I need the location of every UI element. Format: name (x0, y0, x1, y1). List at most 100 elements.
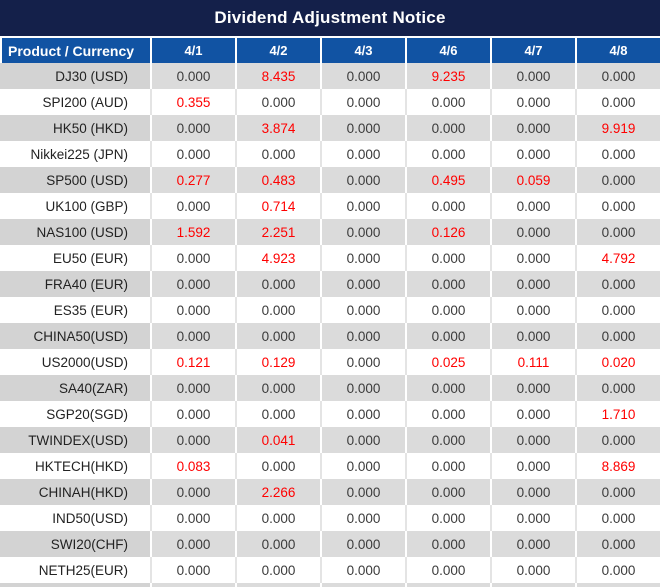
value-cell: 0.020 (575, 349, 660, 375)
value-cell (575, 583, 660, 587)
table-row: DJ30 (USD) 0.000 8.435 0.000 9.235 0.000 0.000 (0, 63, 660, 89)
value-cell: 0.000 (575, 531, 660, 557)
value-cell: 0.000 (235, 89, 320, 115)
value-cell: 0.000 (320, 531, 405, 557)
value-cell: 0.000 (575, 427, 660, 453)
dividend-table: Product / Currency 4/1 4/2 4/3 4/6 4/7 4/8 DJ… (0, 38, 660, 587)
value-cell: 0.000 (405, 531, 490, 557)
value-cell: 0.000 (405, 557, 490, 583)
value-cell: 0.000 (490, 375, 575, 401)
value-cell: 0.059 (490, 167, 575, 193)
value-cell: 0.000 (320, 323, 405, 349)
value-cell: 0.000 (575, 479, 660, 505)
value-cell: 0.000 (150, 323, 235, 349)
product-cell: HKTECH(HKD) (0, 453, 150, 479)
value-cell: 0.000 (320, 89, 405, 115)
column-header-date: 4/8 (575, 38, 660, 63)
value-cell: 0.000 (490, 271, 575, 297)
value-cell: 0.000 (405, 479, 490, 505)
value-cell: 0.000 (575, 63, 660, 89)
product-cell: DJ30 (USD) (0, 63, 150, 89)
table-row: SGP20(SGD) 0.000 0.000 0.000 0.000 0.000 1.710 (0, 401, 660, 427)
value-cell: 0.000 (490, 89, 575, 115)
value-cell: 2.266 (235, 479, 320, 505)
table-row: SPI200 (AUD) 0.355 0.000 0.000 0.000 0.000 0.0… (0, 89, 660, 115)
value-cell: 0.000 (575, 271, 660, 297)
value-cell: 0.000 (405, 401, 490, 427)
value-cell: 0.000 (490, 323, 575, 349)
value-cell: 0.000 (235, 297, 320, 323)
value-cell: 0.000 (150, 245, 235, 271)
product-cell: SGP20(SGD) (0, 401, 150, 427)
product-cell: NETH25(EUR) (0, 557, 150, 583)
value-cell: 0.000 (490, 505, 575, 531)
value-cell: 0.000 (405, 89, 490, 115)
value-cell: 0.000 (320, 167, 405, 193)
page-title: Dividend Adjustment Notice (0, 0, 660, 38)
value-cell: 0.000 (575, 89, 660, 115)
table-row: HK50 (HKD) 0.000 3.874 0.000 0.000 0.000 9.919 (0, 115, 660, 141)
value-cell: 0.000 (405, 375, 490, 401)
value-cell: 0.000 (235, 531, 320, 557)
value-cell: 0.000 (150, 427, 235, 453)
table-row: Nikkei225 (JPN) 0.000 0.000 0.000 0.000 0.000… (0, 141, 660, 167)
value-cell (235, 583, 320, 587)
table-row: CHINA50(USD) 0.000 0.000 0.000 0.000 0.000 0.0… (0, 323, 660, 349)
value-cell: 0.000 (490, 401, 575, 427)
value-cell: 0.000 (150, 401, 235, 427)
table-header-row: Product / Currency 4/1 4/2 4/3 4/6 4/7 4/8 (0, 38, 660, 63)
value-cell: 0.000 (235, 141, 320, 167)
value-cell: 0.000 (150, 297, 235, 323)
product-cell: CHINAH(HKD) (0, 479, 150, 505)
value-cell: 0.121 (150, 349, 235, 375)
table-row: CHINAH(HKD) 0.000 2.266 0.000 0.000 0.000 0.00… (0, 479, 660, 505)
value-cell: 1.592 (150, 219, 235, 245)
value-cell: 0.000 (150, 479, 235, 505)
value-cell: 0.355 (150, 89, 235, 115)
product-cell: SPI200 (AUD) (0, 89, 150, 115)
value-cell: 0.000 (320, 505, 405, 531)
value-cell: 0.000 (405, 115, 490, 141)
value-cell: 4.792 (575, 245, 660, 271)
value-cell: 0.000 (490, 297, 575, 323)
value-cell: 0.000 (320, 245, 405, 271)
value-cell (490, 583, 575, 587)
value-cell: 0.000 (320, 63, 405, 89)
value-cell: 0.000 (490, 531, 575, 557)
value-cell: 0.000 (490, 557, 575, 583)
table-row: US2000(USD) 0.121 0.129 0.000 0.025 0.111 0.02… (0, 349, 660, 375)
table-row: SP500 (USD) 0.277 0.483 0.000 0.495 0.059 0.00… (0, 167, 660, 193)
table-row: FRA40 (EUR) 0.000 0.000 0.000 0.000 0.000 0.00… (0, 271, 660, 297)
value-cell (320, 583, 405, 587)
value-cell: 3.874 (235, 115, 320, 141)
value-cell: 0.000 (320, 115, 405, 141)
value-cell: 8.435 (235, 63, 320, 89)
value-cell: 0.000 (405, 297, 490, 323)
value-cell: 0.000 (575, 323, 660, 349)
value-cell: 0.000 (320, 453, 405, 479)
value-cell: 0.000 (320, 193, 405, 219)
value-cell: 0.000 (405, 505, 490, 531)
column-header-date: 4/6 (405, 38, 490, 63)
value-cell: 0.000 (320, 219, 405, 245)
value-cell: 0.000 (575, 141, 660, 167)
value-cell: 0.041 (235, 427, 320, 453)
table-row: EU50 (EUR) 0.000 4.923 0.000 0.000 0.000 4.792 (0, 245, 660, 271)
value-cell: 0.000 (405, 245, 490, 271)
table-row: TWINDEX(USD) 0.000 0.041 0.000 0.000 0.000 0.0… (0, 427, 660, 453)
value-cell: 0.111 (490, 349, 575, 375)
value-cell: 0.000 (490, 115, 575, 141)
product-cell: ES35 (EUR) (0, 297, 150, 323)
value-cell: 0.000 (150, 271, 235, 297)
table-body: DJ30 (USD) 0.000 8.435 0.000 9.235 0.000 0.000… (0, 63, 660, 587)
value-cell: 0.000 (150, 115, 235, 141)
value-cell: 0.000 (320, 557, 405, 583)
value-cell: 0.000 (235, 557, 320, 583)
column-header-date: 4/7 (490, 38, 575, 63)
value-cell: 0.000 (575, 505, 660, 531)
product-cell: FRA40 (EUR) (0, 271, 150, 297)
value-cell: 0.000 (320, 427, 405, 453)
value-cell: 0.000 (235, 323, 320, 349)
table-row: SA40(ZAR) 0.000 0.000 0.000 0.000 0.000 0.000 (0, 375, 660, 401)
table-row: NAS100 (USD) 1.592 2.251 0.000 0.126 0.000 0.0… (0, 219, 660, 245)
